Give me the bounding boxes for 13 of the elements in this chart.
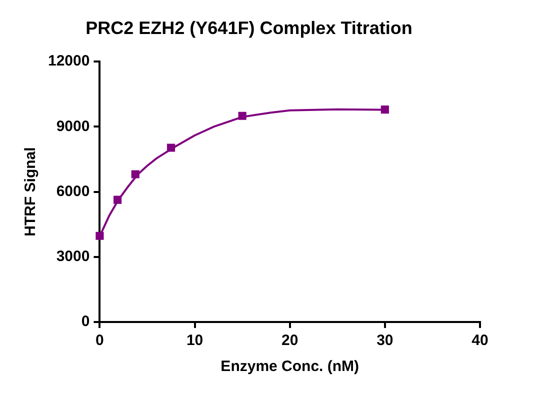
x-tick-label: 30 [376, 332, 394, 350]
x-tick-label: 20 [282, 332, 298, 350]
y-tick-label: 9000 [56, 118, 90, 135]
y-tick-label: 0 [81, 313, 90, 330]
x-tick-label: 0 [96, 332, 104, 350]
chart-title: PRC2 EZH2 (Y641F) Complex Titration [86, 18, 412, 38]
x-axis-title: Enzyme Conc. (nM) [220, 358, 360, 376]
y-tick-label: 12000 [48, 52, 90, 70]
y-tick-label: 6000 [56, 182, 90, 200]
y-axis-title: HTRF Signal [22, 147, 40, 236]
x-tick-label: 10 [186, 332, 204, 350]
x-tick-label: 40 [472, 332, 488, 350]
y-tick-label: 3000 [56, 248, 90, 266]
